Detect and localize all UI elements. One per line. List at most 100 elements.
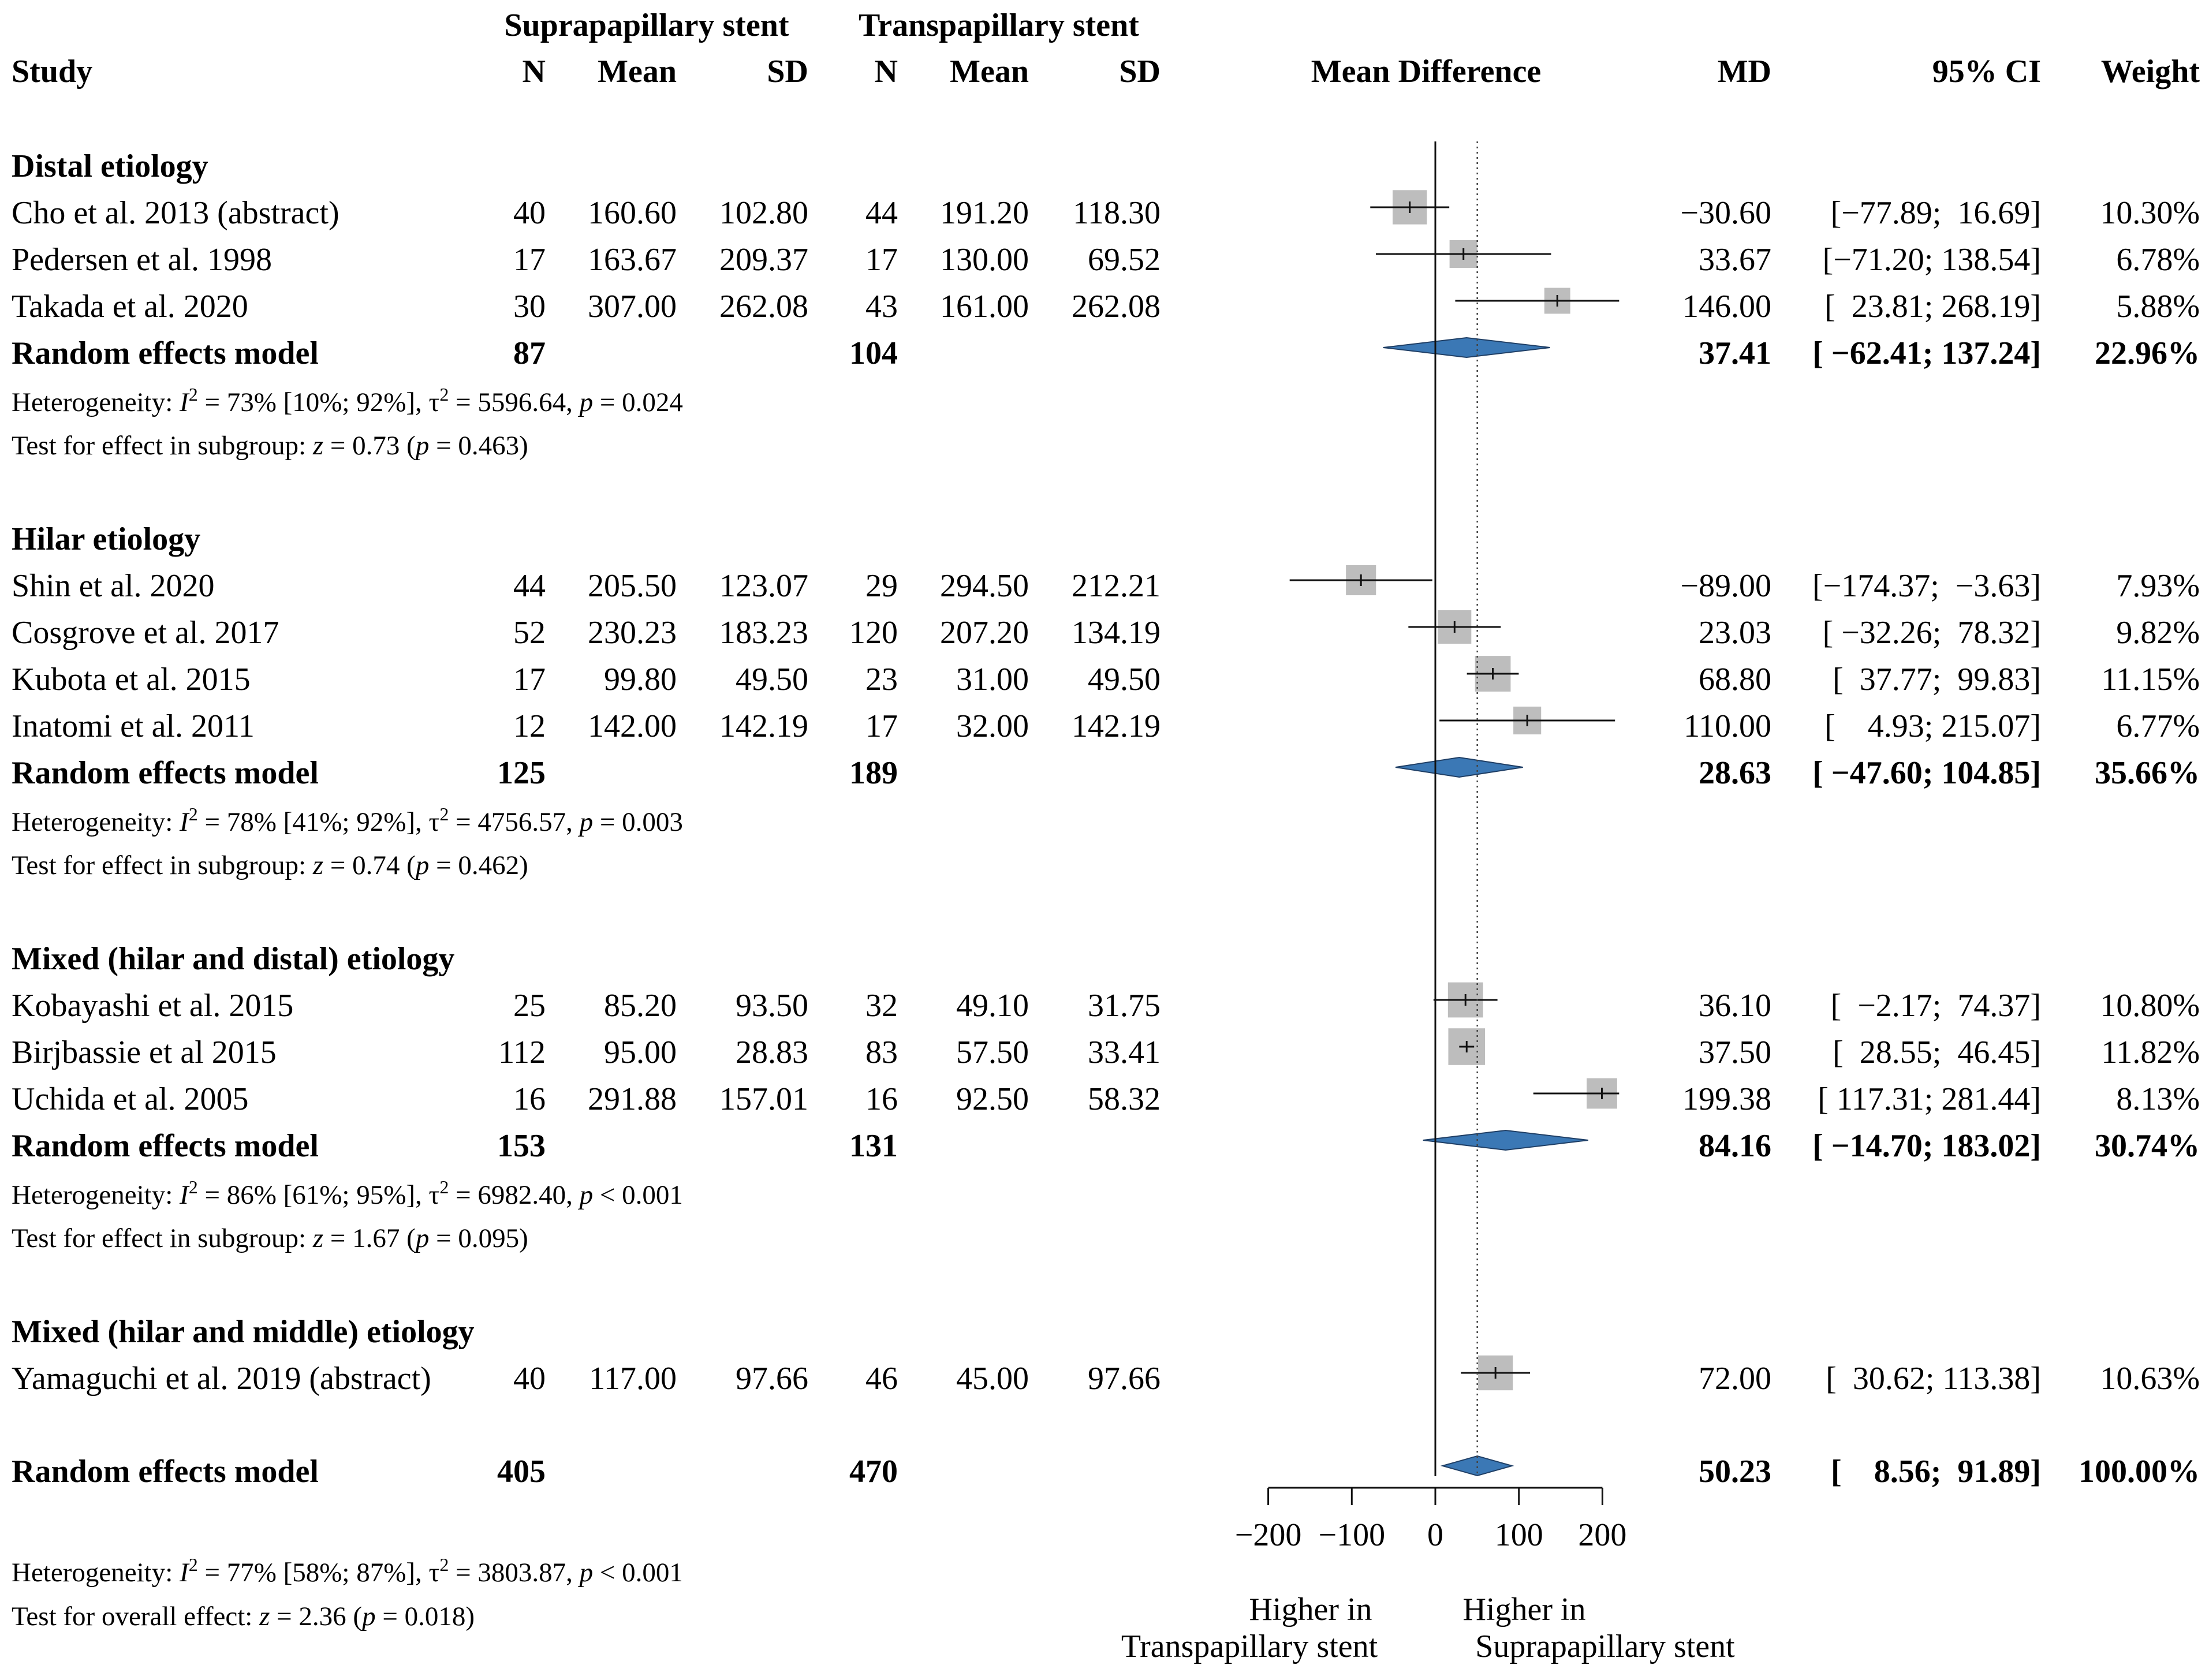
study-md: 37.50 xyxy=(1699,1035,1771,1070)
note-text: = 3803.87, xyxy=(449,1558,579,1588)
note-text: = 0.462) xyxy=(429,850,528,880)
note-superscript: 2 xyxy=(439,1177,449,1197)
note-symbol: p xyxy=(414,1223,430,1253)
study-ci: [ 4.93; 215.07] xyxy=(1824,708,2041,744)
study-weight: 10.30% xyxy=(2100,195,2200,231)
note-text: = 1.67 ( xyxy=(323,1223,416,1253)
study-mean1: 205.50 xyxy=(588,568,677,604)
header-sd1: SD xyxy=(767,54,808,89)
study-n2: 120 xyxy=(849,615,898,651)
subgroup-title: Mixed (hilar and middle) etiology xyxy=(12,1314,475,1350)
study-name: Cosgrove et al. 2017 xyxy=(12,615,279,651)
study-mean1: 142.00 xyxy=(588,708,677,744)
note-text: = 78% [41%; 92%], τ xyxy=(198,807,440,837)
note-text: Heterogeneity: xyxy=(12,1180,180,1210)
note-text: Heterogeneity: xyxy=(12,387,180,417)
note-text: = 0.095) xyxy=(429,1223,528,1253)
subgroup-heterogeneity: Heterogeneity: I2 = 86% [61%; 95%], τ2 =… xyxy=(12,1177,683,1210)
subgroup-title: Distal etiology xyxy=(12,148,208,184)
subgroup-pooled-ci: [ −62.41; 137.24] xyxy=(1812,335,2041,371)
study-name: Birjbassie et al 2015 xyxy=(12,1035,277,1070)
study-mean1: 291.88 xyxy=(588,1081,677,1117)
study-sd2: 212.21 xyxy=(1072,568,1161,604)
study-weight: 5.88% xyxy=(2116,289,2200,324)
note-text: < 0.001 xyxy=(593,1558,683,1588)
group-header-trans: Transpapillary stent xyxy=(859,8,1139,43)
header-ci: 95% CI xyxy=(1932,54,2041,89)
header-n1: N xyxy=(523,54,546,89)
study-md: −89.00 xyxy=(1680,568,1771,604)
study-n2: 43 xyxy=(865,289,898,324)
study-sd2: 142.19 xyxy=(1072,708,1161,744)
study-sd1: 102.80 xyxy=(719,195,808,231)
study-name: Cho et al. 2013 (abstract) xyxy=(12,195,339,231)
note-symbol: z xyxy=(312,431,323,461)
study-sd1: 28.83 xyxy=(736,1035,808,1070)
study-weight: 6.77% xyxy=(2116,708,2200,744)
study-weight: 11.15% xyxy=(2101,662,2200,697)
study-n2: 83 xyxy=(865,1035,898,1070)
study-name: Kubota et al. 2015 xyxy=(12,662,251,697)
subgroup-heterogeneity: Heterogeneity: I2 = 73% [10%; 92%], τ2 =… xyxy=(12,384,683,417)
study-n1: 44 xyxy=(513,568,546,604)
study-mean2: 161.00 xyxy=(940,289,1029,324)
note-text: Heterogeneity: xyxy=(12,807,180,837)
study-name: Inatomi et al. 2011 xyxy=(12,708,255,744)
study-name: Pedersen et al. 1998 xyxy=(12,242,272,278)
header-mean1: Mean xyxy=(598,54,677,89)
group-header-supra: Suprapapillary stent xyxy=(504,8,789,43)
note-symbol: I xyxy=(179,1180,190,1210)
note-symbol: I xyxy=(179,387,190,417)
study-md: 33.67 xyxy=(1699,242,1771,278)
study-mean1: 85.20 xyxy=(604,988,677,1024)
note-text: = 4756.57, xyxy=(449,807,579,837)
note-text: Test for effect in subgroup: xyxy=(12,850,313,880)
study-weight: 7.93% xyxy=(2116,568,2200,604)
subgroup-pooled-n2: 104 xyxy=(849,335,898,371)
study-sd2: 262.08 xyxy=(1072,289,1161,324)
study-ci: [ 28.55; 46.45] xyxy=(1833,1035,2041,1070)
subgroup-title: Mixed (hilar and distal) etiology xyxy=(12,941,454,977)
header-md: MD xyxy=(1718,54,1771,89)
study-ci: [ −2.17; 74.37] xyxy=(1831,988,2041,1024)
study-n2: 29 xyxy=(865,568,898,604)
note-superscript: 2 xyxy=(189,804,198,824)
subgroup-pooled-label: Random effects model xyxy=(12,755,319,791)
note-text: Heterogeneity: xyxy=(12,1558,180,1588)
note-superscript: 2 xyxy=(189,1554,198,1575)
overall-pooled-label: Random effects model xyxy=(12,1454,319,1489)
note-symbol: p xyxy=(414,431,430,461)
study-n1: 25 xyxy=(513,988,546,1024)
pooled-diamond xyxy=(1395,756,1523,778)
study-weight: 8.13% xyxy=(2116,1081,2200,1117)
note-superscript: 2 xyxy=(189,384,198,405)
study-mean2: 49.10 xyxy=(956,988,1029,1024)
overall-heterogeneity: Heterogeneity: I2 = 77% [58%; 87%], τ2 =… xyxy=(12,1554,683,1588)
study-md: 72.00 xyxy=(1699,1361,1771,1397)
note-text: = 0.74 ( xyxy=(323,850,416,880)
x-tick-label: 100 xyxy=(1495,1517,1543,1553)
study-n1: 30 xyxy=(513,289,546,324)
subgroup-pooled-n1: 87 xyxy=(513,335,546,371)
note-superscript: 2 xyxy=(439,384,449,405)
study-md: 199.38 xyxy=(1682,1081,1771,1117)
study-mean2: 92.50 xyxy=(956,1081,1029,1117)
subgroup-heterogeneity: Heterogeneity: I2 = 78% [41%; 92%], τ2 =… xyxy=(12,804,683,837)
pooled-diamond xyxy=(1440,1455,1514,1477)
note-symbol: p xyxy=(414,850,430,880)
subgroup-pooled-weight: 35.66% xyxy=(2095,755,2200,791)
study-ci: [−71.20; 138.54] xyxy=(1823,242,2041,278)
header-weight: Weight xyxy=(2101,54,2200,89)
study-ci: [ 37.77; 99.83] xyxy=(1833,662,2041,697)
note-superscript: 2 xyxy=(439,804,449,824)
study-sd1: 157.01 xyxy=(719,1081,808,1117)
header-study: Study xyxy=(12,54,92,89)
direction-label-left: Transpapillary stent xyxy=(1121,1629,1378,1664)
subgroup-pooled-ci: [ −47.60; 104.85] xyxy=(1812,755,2041,791)
subgroup-pooled-weight: 30.74% xyxy=(2095,1128,2200,1164)
study-ci: [ 30.62; 113.38] xyxy=(1826,1361,2041,1397)
subgroup-pooled-n1: 125 xyxy=(497,755,546,791)
note-symbol: p xyxy=(578,807,594,837)
note-symbol: p xyxy=(360,1601,376,1632)
